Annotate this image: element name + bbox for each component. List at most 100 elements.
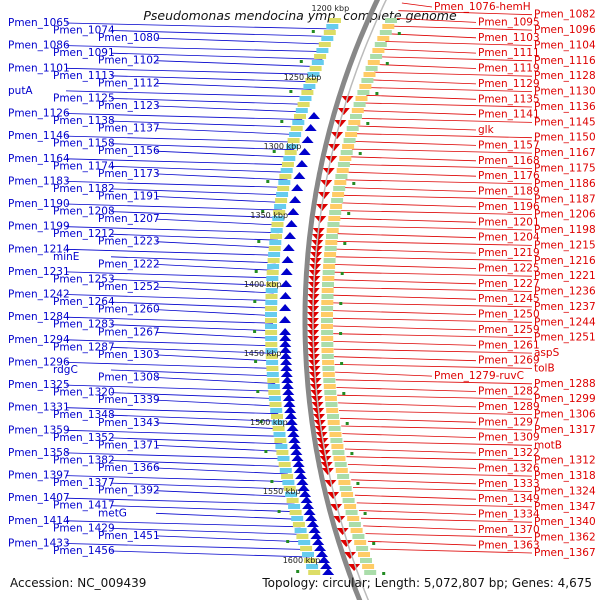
cog-block — [267, 384, 280, 389]
left-gene-label: Pmen_1287 — [53, 341, 115, 353]
rrna-mark — [339, 302, 343, 305]
left-label-line — [155, 128, 299, 135]
cog-block — [309, 66, 322, 71]
right-label-line — [358, 510, 477, 515]
right-label-line — [376, 64, 477, 69]
left-gene-label: Pmen_1371 — [98, 439, 160, 451]
left-label-line — [65, 384, 276, 392]
cog-block — [323, 384, 336, 389]
right-gene-label: Pmen_1261 — [478, 339, 540, 351]
left-label-line — [65, 203, 283, 211]
cog-block — [321, 354, 334, 359]
cog-block — [328, 216, 341, 221]
forward-gene — [285, 220, 298, 227]
left-label-line — [110, 346, 274, 354]
left-label-line — [110, 211, 281, 218]
right-labels: Pmen_1076-hemHPmen_1082Pmen_1095Pmen_109… — [434, 1, 596, 559]
right-label-line — [342, 194, 533, 200]
cog-block — [268, 390, 281, 395]
left-gene-label: Pmen_1138 — [53, 115, 115, 127]
cog-block — [314, 54, 327, 59]
cog-block — [266, 276, 279, 281]
cog-block — [350, 528, 363, 533]
cog-block — [285, 492, 298, 497]
forward-gene — [297, 484, 310, 491]
reverse-gene — [340, 540, 353, 547]
left-label-line — [110, 437, 283, 445]
cog-block — [291, 516, 304, 521]
rrna-mark — [266, 180, 270, 183]
right-gene-label: Pmen_1204 — [478, 232, 540, 244]
cog-block — [374, 42, 387, 47]
right-label-line — [333, 287, 533, 292]
left-label-line — [110, 279, 275, 286]
rrna-mark — [253, 300, 257, 303]
ruler-label: 1300 kbp — [264, 142, 302, 151]
forward-gene — [280, 370, 293, 377]
cog-block — [269, 402, 282, 407]
right-label-line — [339, 217, 477, 223]
cog-block — [283, 486, 296, 491]
right-gene-label: Pmen_1215 — [534, 239, 596, 251]
cog-block — [322, 360, 335, 365]
forward-gene — [280, 358, 293, 365]
right-label-line — [337, 394, 533, 400]
cog-block — [306, 564, 319, 569]
gene-tracks — [253, 18, 401, 575]
left-gene-label: rdgC — [53, 364, 78, 376]
right-label-line — [334, 356, 477, 362]
cog-block — [321, 36, 334, 41]
right-label-line — [343, 440, 533, 446]
right-label-line — [333, 348, 533, 354]
cog-block — [344, 504, 357, 509]
cog-block — [337, 162, 350, 167]
left-gene-label: Pmen_1207 — [98, 213, 160, 225]
reverse-gene — [320, 462, 333, 469]
cog-block — [294, 114, 306, 119]
cog-block — [307, 72, 320, 77]
left-label-line — [110, 75, 315, 83]
right-label-line — [371, 79, 477, 85]
left-label-line — [65, 294, 274, 301]
cog-block — [327, 420, 340, 425]
right-label-line — [344, 448, 477, 454]
forward-gene — [280, 364, 293, 371]
forward-gene — [280, 280, 292, 287]
forward-gene — [306, 520, 319, 527]
right-label-line — [351, 148, 533, 154]
cog-block — [365, 66, 378, 71]
left-label-line — [155, 218, 280, 226]
reverse-gene — [344, 552, 356, 559]
left-gene-label: Pmen_1267 — [98, 326, 160, 338]
rrna-mark — [289, 90, 293, 93]
left-label-line — [155, 535, 306, 543]
cog-block — [329, 18, 341, 23]
forward-gene — [301, 136, 314, 143]
left-label-line — [110, 233, 279, 241]
right-gene-label: Pmen_1237 — [534, 301, 596, 313]
forward-gene — [285, 412, 297, 419]
cog-block — [377, 36, 390, 41]
right-label-line — [345, 179, 533, 185]
cog-block — [342, 498, 355, 503]
forward-gene — [279, 346, 292, 353]
cog-block — [323, 258, 336, 263]
cog-block — [265, 312, 277, 317]
left-label-line — [110, 30, 332, 37]
cog-block — [305, 78, 318, 83]
left-gene-label: Pmen_1294 — [8, 334, 70, 346]
reverse-gene — [321, 468, 334, 475]
cog-block — [382, 24, 395, 29]
rrna-mark — [345, 422, 349, 425]
right-gene-label: Pmen_1186 — [534, 178, 596, 190]
left-label-line — [155, 82, 312, 90]
left-gene-label: Pmen_1212 — [53, 228, 115, 240]
cog-block — [278, 180, 291, 185]
left-label-line — [155, 445, 284, 452]
left-gene-label: Pmen_1339 — [98, 394, 160, 406]
cog-block — [294, 528, 307, 533]
cog-block — [326, 24, 339, 29]
right-label-line — [337, 233, 477, 239]
cog-block — [321, 324, 333, 329]
cog-block — [277, 456, 290, 461]
